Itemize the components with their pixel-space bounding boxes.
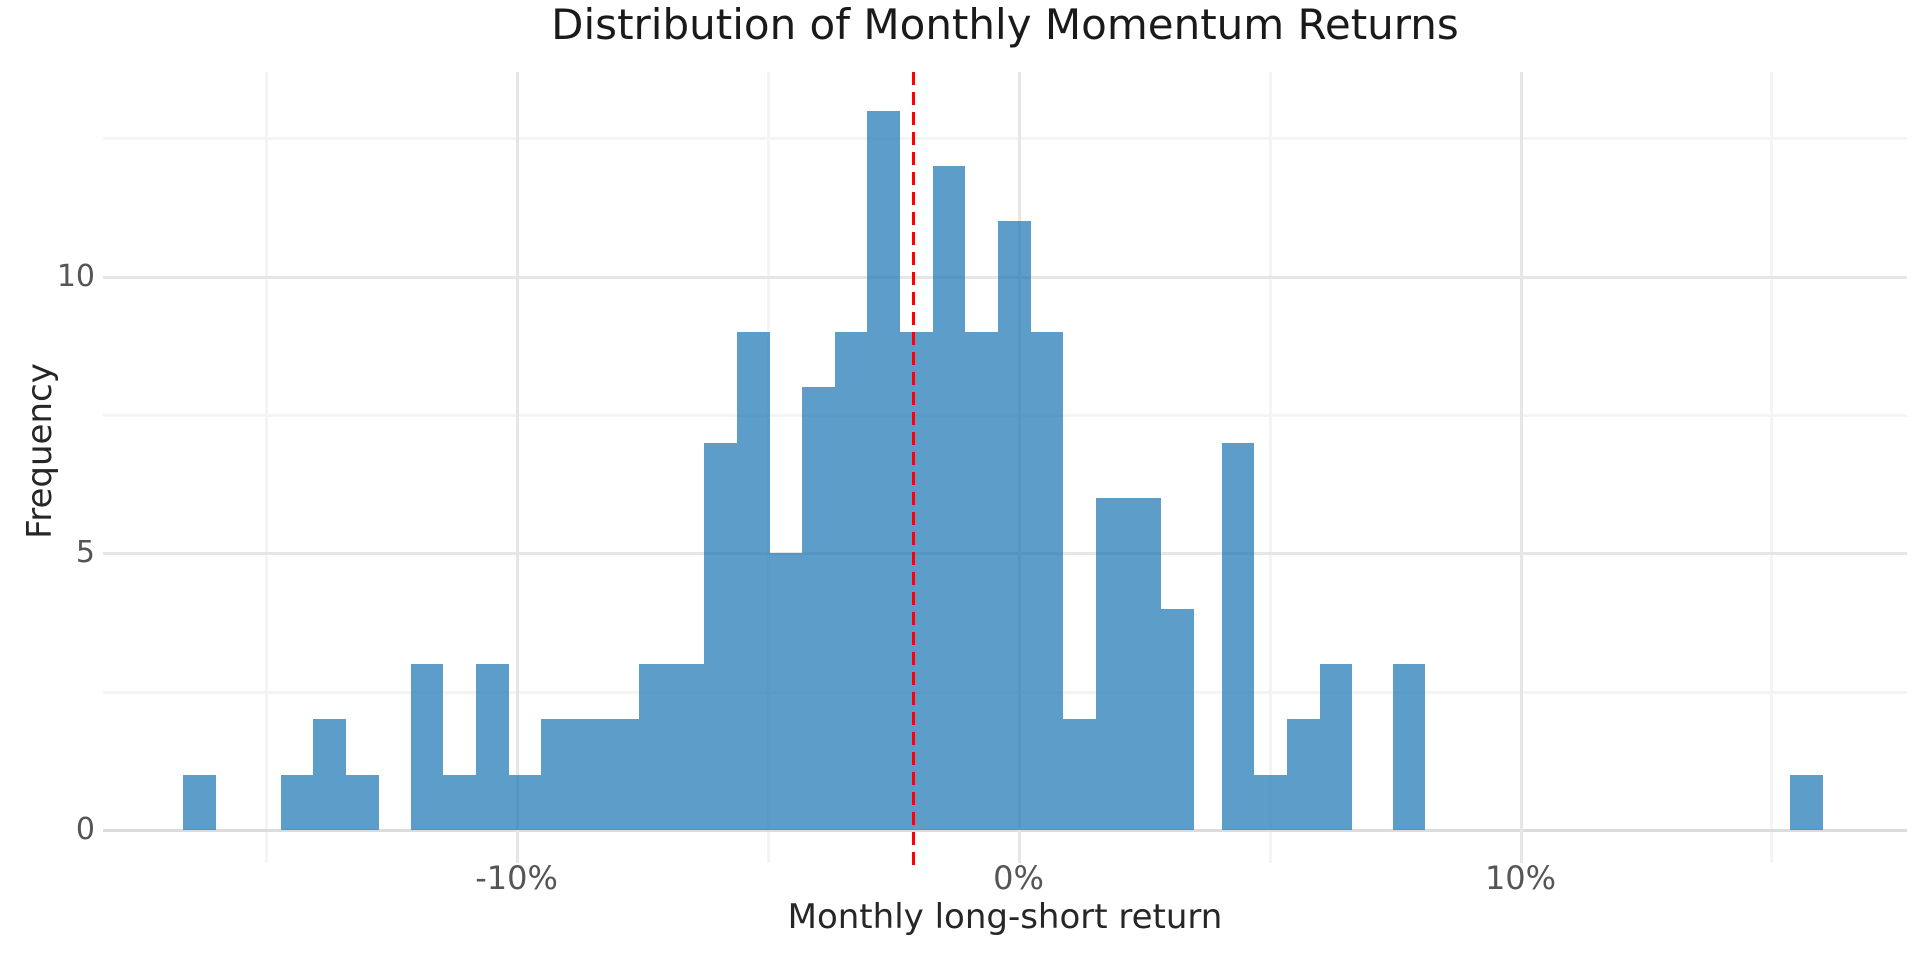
x-major-gridline — [515, 72, 519, 863]
histogram-bar — [183, 775, 216, 830]
histogram-bar — [639, 664, 672, 830]
histogram-bar — [443, 775, 476, 830]
x-major-gridline — [1519, 72, 1523, 863]
histogram-bar — [606, 719, 639, 830]
histogram-bar — [900, 332, 933, 830]
histogram-bar — [965, 332, 998, 830]
histogram-bar — [346, 775, 379, 830]
histogram-bar — [509, 775, 541, 830]
histogram-bar — [737, 332, 770, 830]
histogram-bar — [541, 719, 574, 830]
x-axis-label: Monthly long-short return — [787, 897, 1223, 937]
histogram-bar — [281, 775, 313, 830]
mean-return-vline — [911, 72, 915, 865]
histogram-bar — [835, 332, 867, 830]
histogram-bar — [313, 719, 346, 830]
x-minor-gridline — [264, 72, 268, 863]
histogram-bar — [867, 111, 900, 830]
histogram-bar — [672, 664, 704, 830]
histogram-bar — [1128, 498, 1161, 830]
histogram-bar — [1222, 443, 1254, 830]
chart-title: Distribution of Monthly Momentum Returns — [551, 0, 1459, 49]
x-tick-label: -10% — [475, 859, 558, 897]
x-tick-label: 0% — [993, 859, 1044, 897]
histogram-bar — [1096, 498, 1128, 830]
histogram-bar — [574, 719, 606, 830]
y-tick-label: 5 — [75, 535, 95, 571]
histogram-bar — [1393, 664, 1425, 830]
histogram-bar — [1287, 719, 1320, 830]
histogram-bar — [770, 553, 802, 830]
y-tick-label: 10 — [56, 258, 95, 294]
histogram-bar — [933, 166, 965, 830]
x-tick-label: 10% — [1484, 859, 1557, 897]
y-axis-label: Frequency — [20, 363, 60, 539]
histogram-bar — [1320, 664, 1352, 830]
y-major-gridline — [103, 829, 1907, 832]
histogram-bar — [1254, 775, 1287, 830]
histogram-bar — [1031, 332, 1063, 830]
histogram-bar — [1790, 775, 1823, 830]
histogram-bar — [998, 221, 1031, 830]
histogram-bar — [1161, 609, 1194, 830]
y-minor-gridline — [103, 137, 1907, 141]
y-tick-label: 0 — [75, 812, 95, 847]
histogram-bar — [802, 387, 835, 830]
x-minor-gridline — [1770, 72, 1774, 863]
histogram-bar — [411, 664, 443, 830]
histogram-bar — [476, 664, 509, 830]
histogram-bar — [1063, 719, 1096, 830]
x-minor-gridline — [1268, 72, 1272, 863]
histogram-bar — [704, 443, 737, 830]
